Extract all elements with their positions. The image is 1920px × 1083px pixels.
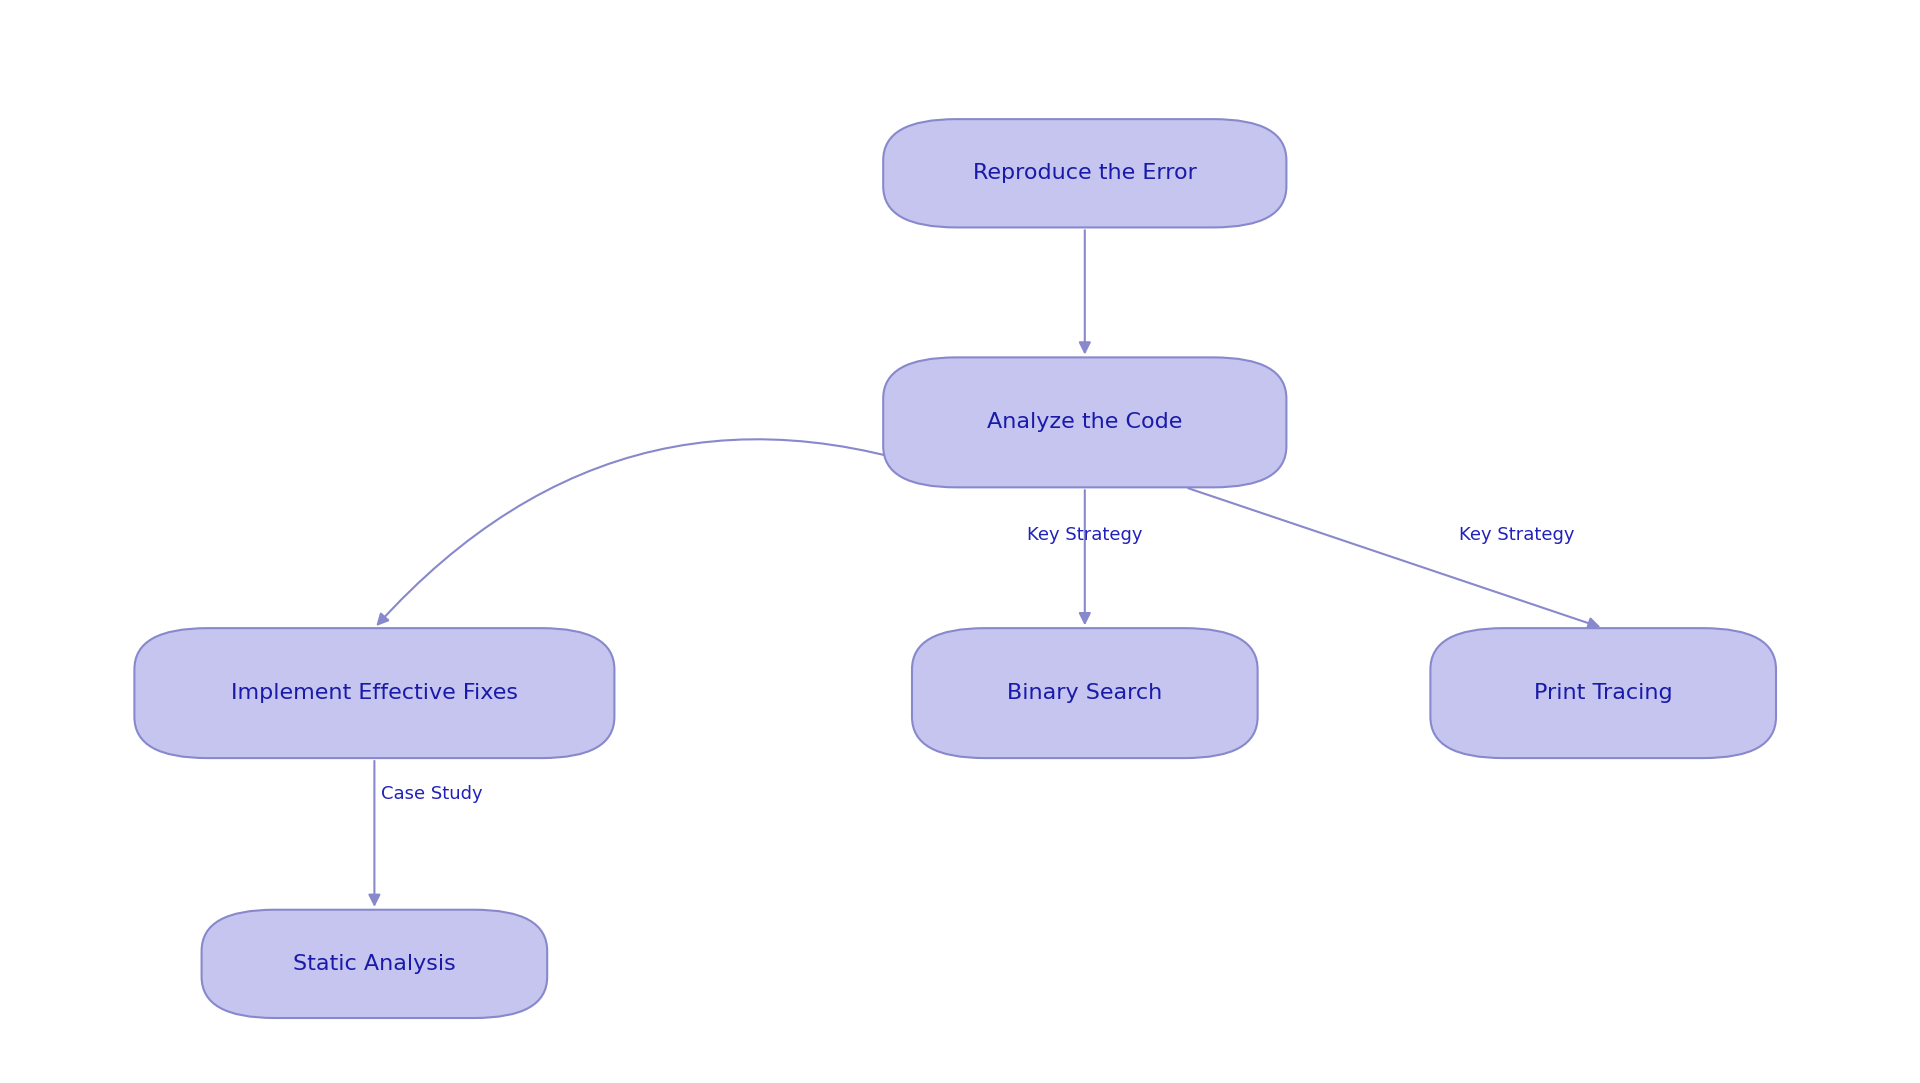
Text: Key Strategy: Key Strategy xyxy=(1027,526,1142,544)
FancyBboxPatch shape xyxy=(134,628,614,758)
FancyBboxPatch shape xyxy=(1430,628,1776,758)
Text: Implement Effective Fixes: Implement Effective Fixes xyxy=(230,683,518,703)
FancyBboxPatch shape xyxy=(202,910,547,1018)
FancyBboxPatch shape xyxy=(883,119,1286,227)
Text: Analyze the Code: Analyze the Code xyxy=(987,413,1183,432)
Text: Print Tracing: Print Tracing xyxy=(1534,683,1672,703)
Text: Key Strategy: Key Strategy xyxy=(1459,526,1574,544)
Text: Static Analysis: Static Analysis xyxy=(294,954,455,974)
FancyBboxPatch shape xyxy=(883,357,1286,487)
Text: Reproduce the Error: Reproduce the Error xyxy=(973,164,1196,183)
FancyBboxPatch shape xyxy=(912,628,1258,758)
Text: Binary Search: Binary Search xyxy=(1008,683,1162,703)
Text: Case Study: Case Study xyxy=(382,785,482,803)
